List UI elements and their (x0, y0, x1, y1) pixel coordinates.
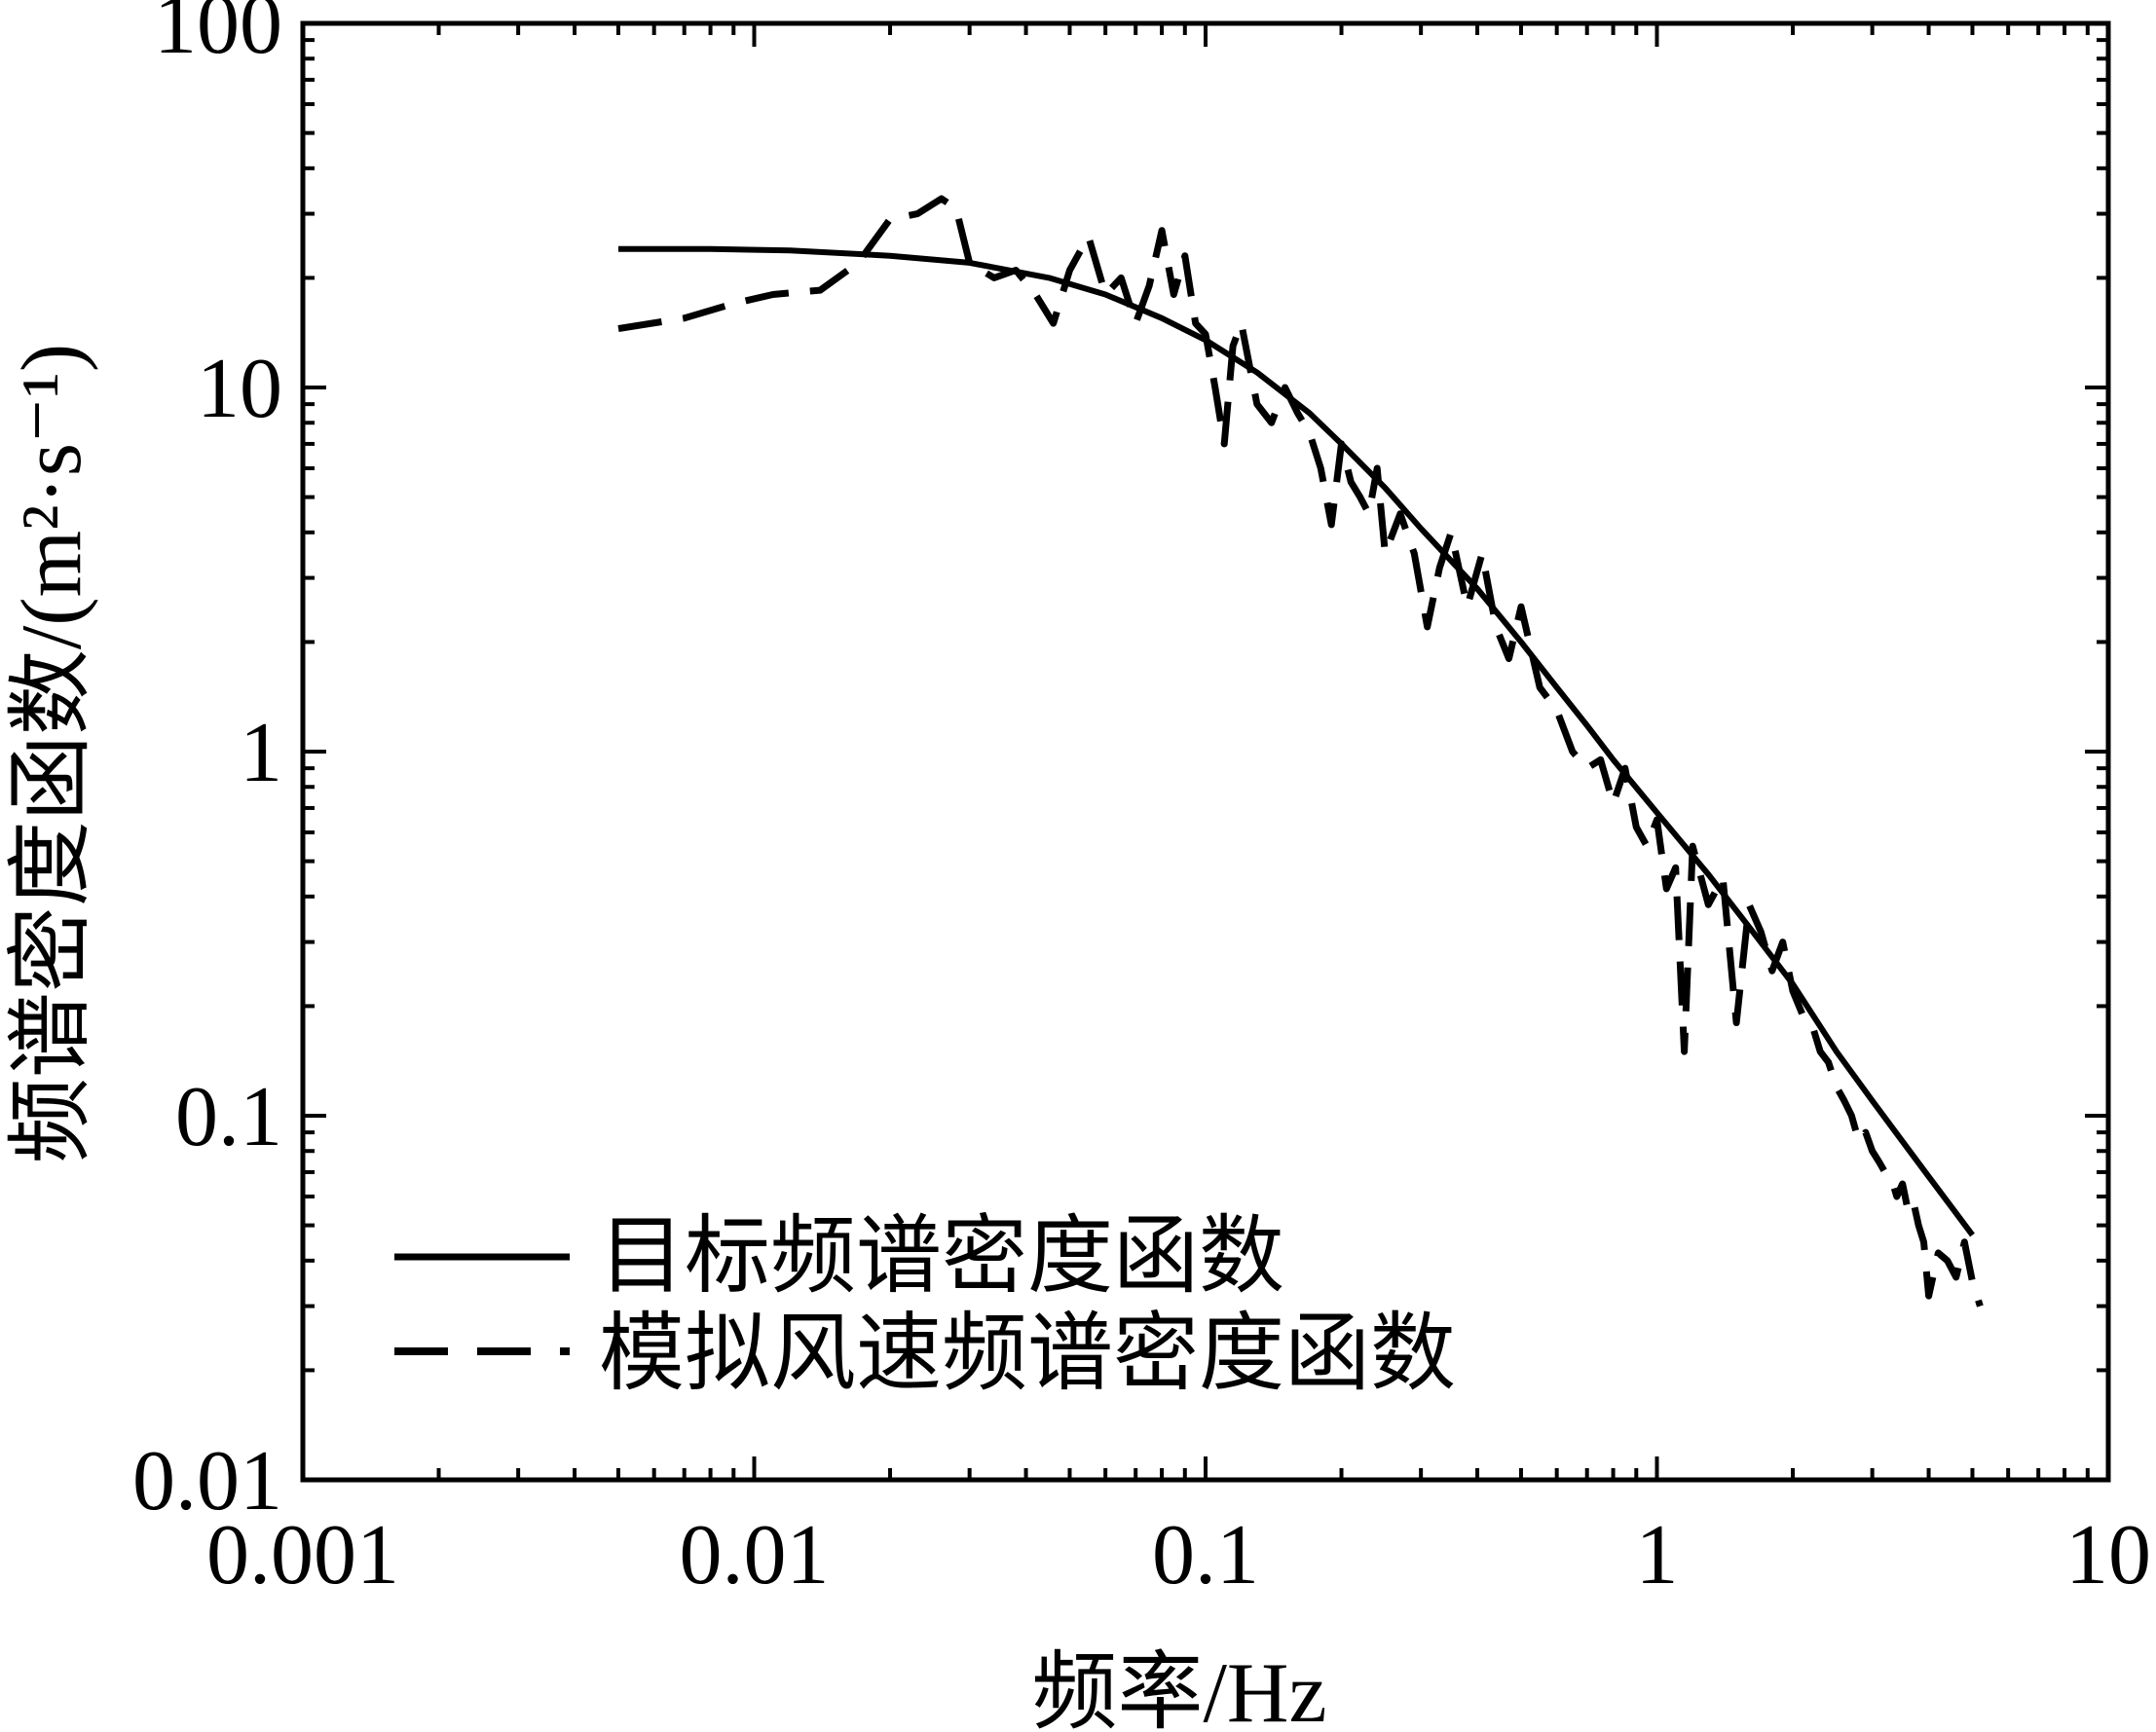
x-tick-label: 0.1 (1152, 1508, 1259, 1603)
y-tick-label: 1 (240, 706, 282, 800)
y-tick-label: 10 (197, 342, 282, 436)
legend-dashed-label: 模拟风速频谱密度函数 (599, 1308, 1456, 1402)
x-tick-label: 1 (1636, 1508, 1679, 1603)
x-tick-label: 0.01 (680, 1508, 830, 1603)
legend: 目标频谱密度函数 模拟风速频谱密度函数 (394, 1210, 1456, 1402)
tick-layer (301, 23, 2108, 1482)
simulated-spectrum-line (617, 195, 1984, 1308)
series-layer (617, 195, 1984, 1308)
x-tick-label: 10 (2065, 1508, 2151, 1603)
x-tick-label: 0.001 (206, 1508, 399, 1603)
y-tick-label: 0.01 (132, 1434, 282, 1529)
legend-solid-label: 目标频谱密度函数 (599, 1210, 1284, 1305)
y-tick-label: 0.1 (175, 1070, 282, 1164)
target-spectrum-line (618, 245, 1975, 1237)
y-axis-title: 频谱密度函数/(m²·s⁻¹) (5, 344, 99, 1163)
x-axis-title: 频率/Hz (1031, 1646, 1326, 1732)
y-tick-label: 100 (154, 0, 282, 72)
